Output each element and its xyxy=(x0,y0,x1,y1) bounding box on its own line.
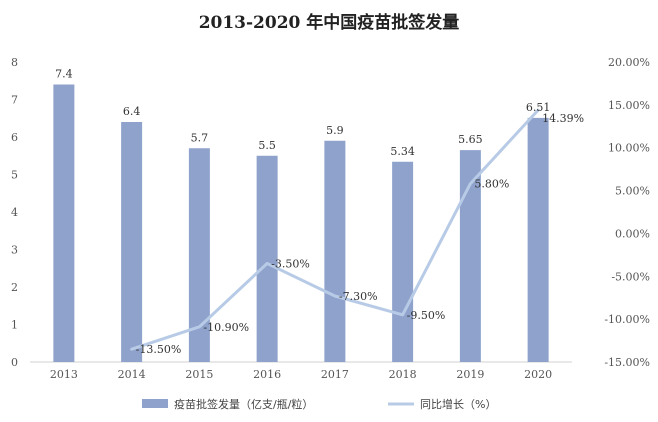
x-tick-label: 2019 xyxy=(456,368,484,381)
bar xyxy=(188,148,210,362)
y-left-tick-label: 6 xyxy=(11,131,18,144)
y-left-tick-label: 8 xyxy=(11,56,18,69)
y-right-tick-label: 5.00% xyxy=(615,185,650,198)
y-right-tick-label: 0.00% xyxy=(615,227,650,240)
legend-swatch-bar xyxy=(142,399,168,408)
line-data-label: -13.50% xyxy=(136,343,182,356)
y-left-tick-label: 2 xyxy=(11,281,18,294)
legend-label-bar: 疫苗批签发量（亿支/瓶/粒） xyxy=(174,397,313,411)
bar-data-label: 5.7 xyxy=(191,131,209,144)
y-right-tick-label: -5.00% xyxy=(611,270,650,283)
x-tick-label: 2020 xyxy=(524,368,552,381)
bar xyxy=(324,140,346,362)
chart-title: 2013-2020 年中国疫苗批签发量 xyxy=(198,13,460,33)
y-left-tick-label: 7 xyxy=(11,94,18,107)
x-tick-label: 2015 xyxy=(185,368,213,381)
line-data-label: 5.80% xyxy=(474,178,509,191)
legend-label-line: 同比增长（%） xyxy=(420,397,496,411)
y-left-tick-label: 5 xyxy=(11,169,18,182)
bar xyxy=(527,117,549,362)
x-tick-label: 2016 xyxy=(253,368,281,381)
y-right-tick-label: 10.00% xyxy=(608,142,650,155)
y-right-tick-label: 20.00% xyxy=(608,56,650,69)
bar-data-label: 6.51 xyxy=(526,101,551,114)
y-left-tick-label: 0 xyxy=(11,356,18,369)
y-right-tick-label: -15.00% xyxy=(604,356,650,369)
y-left-tick-label: 3 xyxy=(11,244,18,257)
line-data-label: 14.39% xyxy=(542,112,584,125)
bar xyxy=(121,122,143,362)
bar-data-label: 7.4 xyxy=(55,68,73,81)
y-left-tick-label: 1 xyxy=(11,319,18,332)
bar xyxy=(459,150,481,362)
line-data-label: -9.50% xyxy=(407,309,446,322)
y-left-tick-label: 4 xyxy=(11,206,18,219)
x-tick-label: 2014 xyxy=(118,368,146,381)
bar-data-label: 6.4 xyxy=(123,105,141,118)
bar xyxy=(256,155,278,362)
x-tick-label: 2018 xyxy=(389,368,417,381)
x-tick-label: 2013 xyxy=(50,368,78,381)
line-data-label: -10.90% xyxy=(203,321,249,334)
y-right-tick-label: 15.00% xyxy=(608,99,650,112)
bar-data-label: 5.9 xyxy=(326,124,344,137)
line-data-label: -7.30% xyxy=(339,290,378,303)
x-tick-label: 2017 xyxy=(321,368,349,381)
bar xyxy=(53,84,75,362)
bar-data-label: 5.5 xyxy=(258,139,276,152)
bar-data-label: 5.34 xyxy=(390,145,415,158)
bar-data-label: 5.65 xyxy=(458,133,483,146)
bar xyxy=(392,161,414,362)
growth-line xyxy=(130,108,540,351)
y-right-tick-label: -10.00% xyxy=(604,313,650,326)
line-data-label: -3.50% xyxy=(271,257,310,270)
